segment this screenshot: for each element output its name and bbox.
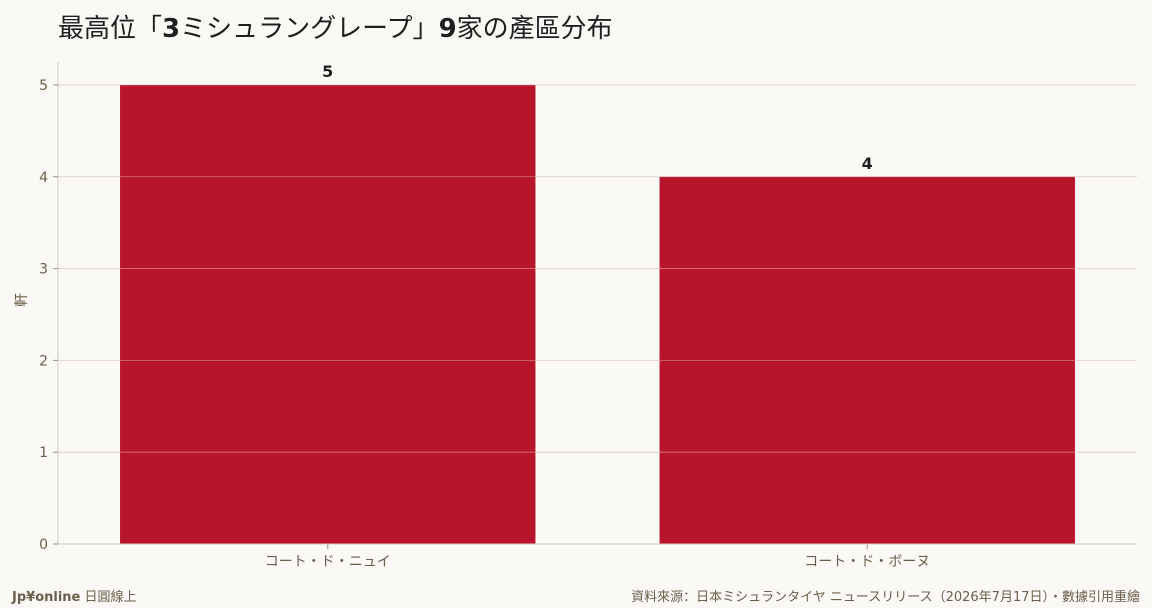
chart-title: 最高位「3ミシュラングレープ」9家の產區分布: [58, 14, 613, 44]
x-tick-label: コート・ド・ニュイ: [265, 554, 391, 570]
y-tick-label: 2: [39, 353, 48, 369]
y-tick-label: 4: [39, 170, 48, 186]
y-tick-label: 0: [39, 537, 48, 553]
x-tick-label: コート・ド・ボーヌ: [804, 554, 930, 570]
bar: [120, 84, 536, 544]
data-label: 4: [862, 154, 873, 173]
y-tick-label: 3: [39, 262, 48, 278]
data-label: 5: [322, 62, 333, 81]
y-axis-label: 軒: [14, 293, 30, 307]
y-tick-label: 5: [39, 78, 48, 94]
brand-credit: Jp¥online 日圓線上: [12, 586, 137, 605]
brand-name: Jp¥online: [12, 590, 81, 605]
brand-suffix: 日圓線上: [80, 590, 137, 605]
source-note: 資料來源：日本ミシュランタイヤ ニュースリリース（2026年7月17日）・數據引…: [631, 590, 1140, 605]
y-tick-label: 1: [39, 445, 48, 461]
